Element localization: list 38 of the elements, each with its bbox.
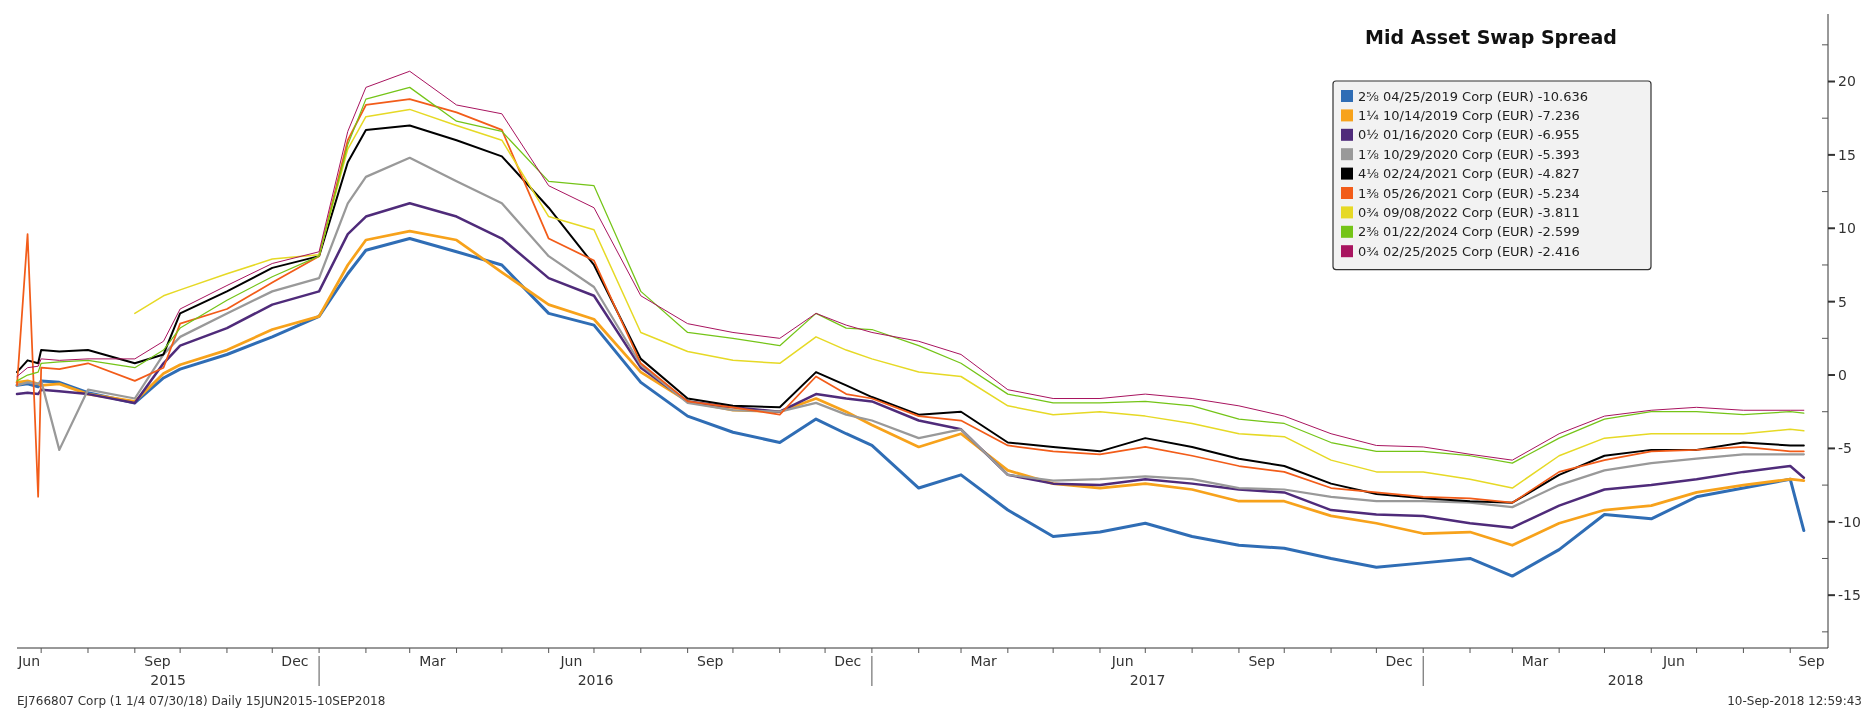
y-tick-label: -15: [1838, 587, 1861, 604]
y-tick-label: -5: [1838, 440, 1852, 457]
text: 2015: [150, 672, 186, 688]
legend-label: 1¼ 10/14/2019 Corp (EUR) -7.236: [1358, 107, 1580, 123]
legend-label: 0½ 01/16/2020 Corp (EUR) -6.955: [1358, 127, 1580, 143]
legend-label: 2⅝ 04/25/2019 Corp (EUR) -10.636: [1358, 88, 1589, 104]
legend-label: 2⅜ 01/22/2024 Corp (EUR) -2.599: [1358, 224, 1580, 240]
y-tick-label: 20: [1838, 73, 1856, 90]
legend-label: 4⅛ 02/24/2021 Corp (EUR) -4.827: [1358, 166, 1580, 182]
text: 2018: [1607, 672, 1644, 688]
y-tick-label: 15: [1838, 146, 1856, 163]
text: EJ766807 Corp (1 1/4 07/30/18) Daily 15JUN2015-10SEP2018: [17, 694, 386, 708]
y-tick-label: -10: [1838, 513, 1861, 530]
text: Mid Asset Swap Spread: [1365, 26, 1617, 48]
x-tick-label: Mar: [419, 653, 446, 669]
y-tick-label: 10: [1838, 220, 1856, 237]
x-tick-label: Jun: [559, 653, 583, 669]
x-tick-label: Sep: [1248, 653, 1275, 669]
legend-label: 1⅞ 10/29/2020 Corp (EUR) -5.393: [1358, 146, 1580, 162]
legend-label: 0¾ 09/08/2022 Corp (EUR) -3.811: [1358, 204, 1580, 220]
x-tick-label: Mar: [1521, 653, 1549, 669]
x-tick-label: Sep: [1798, 653, 1825, 669]
x-tick-label: Dec: [281, 653, 309, 669]
legend-label: 0¾ 02/25/2025 Corp (EUR) -2.416: [1358, 243, 1580, 259]
text: 10-Sep-2018 12:59:43: [1727, 694, 1862, 708]
text: 2017: [1129, 672, 1166, 688]
y-tick-label: 5: [1838, 293, 1847, 310]
x-tick-label: Jun: [1662, 653, 1685, 669]
x-tick-label: Jun: [17, 653, 41, 669]
x-tick-label: Sep: [697, 653, 724, 669]
x-tick-label: Sep: [144, 653, 171, 669]
x-tick-label: Dec: [834, 653, 862, 669]
y-tick-label: 0: [1838, 366, 1847, 383]
x-tick-label: Dec: [1385, 653, 1413, 669]
x-tick-label: Mar: [970, 653, 998, 669]
text: 2016: [577, 672, 614, 688]
legend-label: 1⅜ 05/26/2021 Corp (EUR) -5.234: [1358, 185, 1580, 201]
x-tick-label: Jun: [1110, 653, 1134, 669]
